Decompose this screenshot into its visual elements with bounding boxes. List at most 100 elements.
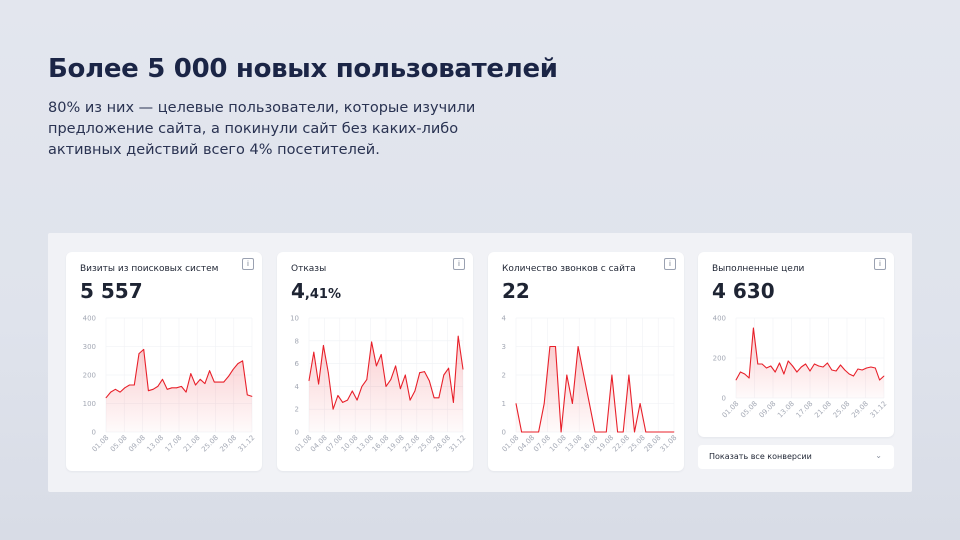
data-point <box>840 364 841 366</box>
data-point <box>526 431 528 433</box>
card-phone-calls: Количество звонков с сайта 22 i 0 1 2 3 4 01.… <box>488 252 684 471</box>
data-point <box>874 367 876 369</box>
data-point <box>176 387 177 389</box>
data-point <box>462 368 464 370</box>
x-tick-label: 05.08 <box>109 434 129 454</box>
data-point <box>870 366 872 368</box>
data-point <box>617 431 618 433</box>
data-point <box>395 365 396 367</box>
series-line <box>105 348 253 399</box>
x-tick-label: 17.08 <box>164 434 184 454</box>
data-point <box>124 387 126 389</box>
data-point <box>748 377 750 379</box>
data-point <box>138 353 140 354</box>
y-tick-label: 200 <box>83 372 96 380</box>
data-point <box>246 394 248 396</box>
info-icon[interactable]: i <box>874 258 886 270</box>
data-point <box>223 381 225 383</box>
data-point <box>651 431 652 433</box>
data-point <box>515 403 517 404</box>
data-point <box>662 431 664 433</box>
data-point <box>157 386 159 387</box>
card-title: Визиты из поисковых систем <box>80 264 219 274</box>
y-tick-label: 400 <box>83 315 96 323</box>
data-point <box>414 390 416 392</box>
data-point <box>555 346 556 347</box>
chart-completed-goals: 0 200 400 01.0805.0809.0813.0817.0821.0825.… <box>713 315 889 420</box>
y-tick-label: 8 <box>295 337 299 345</box>
x-tick-label: 21.08 <box>182 434 202 454</box>
x-tick-label: 28.08 <box>643 434 663 454</box>
card-value: 5 557 <box>80 279 143 303</box>
data-point <box>232 368 234 370</box>
data-point <box>532 431 534 433</box>
data-point <box>735 379 737 381</box>
data-point <box>814 363 815 365</box>
x-tick-label: 31.08 <box>659 434 679 454</box>
dropdown-label: Показать все конверсии <box>709 452 812 461</box>
data-point <box>400 388 401 390</box>
data-point <box>549 346 551 347</box>
data-point <box>143 349 145 350</box>
data-point <box>805 363 806 365</box>
data-point <box>323 345 324 346</box>
y-tick-label: 6 <box>295 360 300 368</box>
data-point <box>857 368 859 370</box>
x-tick-label: 10.08 <box>548 434 568 454</box>
info-icon[interactable]: i <box>664 258 676 270</box>
data-point <box>673 431 675 433</box>
data-point <box>835 370 837 372</box>
data-point <box>560 431 562 433</box>
page-subtitle: 80% из них — целевые пользователи, котор… <box>48 100 476 158</box>
data-point <box>800 366 802 368</box>
data-point <box>753 327 754 329</box>
data-point <box>181 386 182 387</box>
data-point <box>162 378 163 380</box>
chart-phone-calls: 0 1 2 3 4 01.0804.0807.0810.0813.0816.0819.08… <box>501 315 679 454</box>
card-title: Выполненные цели <box>712 264 805 274</box>
data-point <box>218 381 220 383</box>
data-point <box>818 365 820 367</box>
info-icon[interactable]: i <box>453 258 465 270</box>
data-point <box>634 431 635 433</box>
data-point <box>656 431 658 433</box>
data-point <box>853 375 854 377</box>
data-point <box>538 431 539 433</box>
y-tick-label: 0 <box>295 429 299 437</box>
chart-bounce-rate: 024681001.0804.0807.0810.0813.0816.0819.… <box>290 315 467 454</box>
data-point <box>866 367 867 369</box>
data-point <box>521 431 522 433</box>
y-tick-label: 0 <box>722 395 726 403</box>
data-point <box>879 379 880 381</box>
data-point <box>380 354 382 355</box>
y-tick-label: 100 <box>83 400 96 408</box>
y-tick-label: 300 <box>83 343 96 351</box>
series-area <box>106 349 252 432</box>
info-icon[interactable]: i <box>242 258 254 270</box>
data-point <box>831 369 833 371</box>
x-tick-label: 17.08 <box>795 400 815 420</box>
data-point <box>822 366 824 368</box>
data-point <box>376 365 377 367</box>
x-tick-label: 05.08 <box>739 400 759 420</box>
card-title: Отказы <box>291 264 327 274</box>
x-tick-label: 07.08 <box>532 434 552 454</box>
show-all-conversions-dropdown[interactable]: Показать все конверсии ⌄ <box>698 445 894 469</box>
data-point <box>757 363 759 365</box>
y-tick-label: 400 <box>713 315 726 323</box>
data-point <box>190 373 192 374</box>
data-point <box>605 431 607 433</box>
data-point <box>774 371 776 373</box>
data-point <box>453 402 454 403</box>
data-point <box>594 431 596 433</box>
data-point <box>543 403 545 404</box>
data-point <box>342 402 344 403</box>
y-tick-label: 1 <box>502 400 506 408</box>
y-tick-label: 0 <box>92 429 96 437</box>
data-point <box>787 360 789 362</box>
data-point <box>185 391 187 393</box>
series-area <box>309 336 463 432</box>
data-point <box>105 397 107 399</box>
page-title: Более 5 000 новых пользователей <box>48 54 558 84</box>
data-point <box>366 379 368 380</box>
